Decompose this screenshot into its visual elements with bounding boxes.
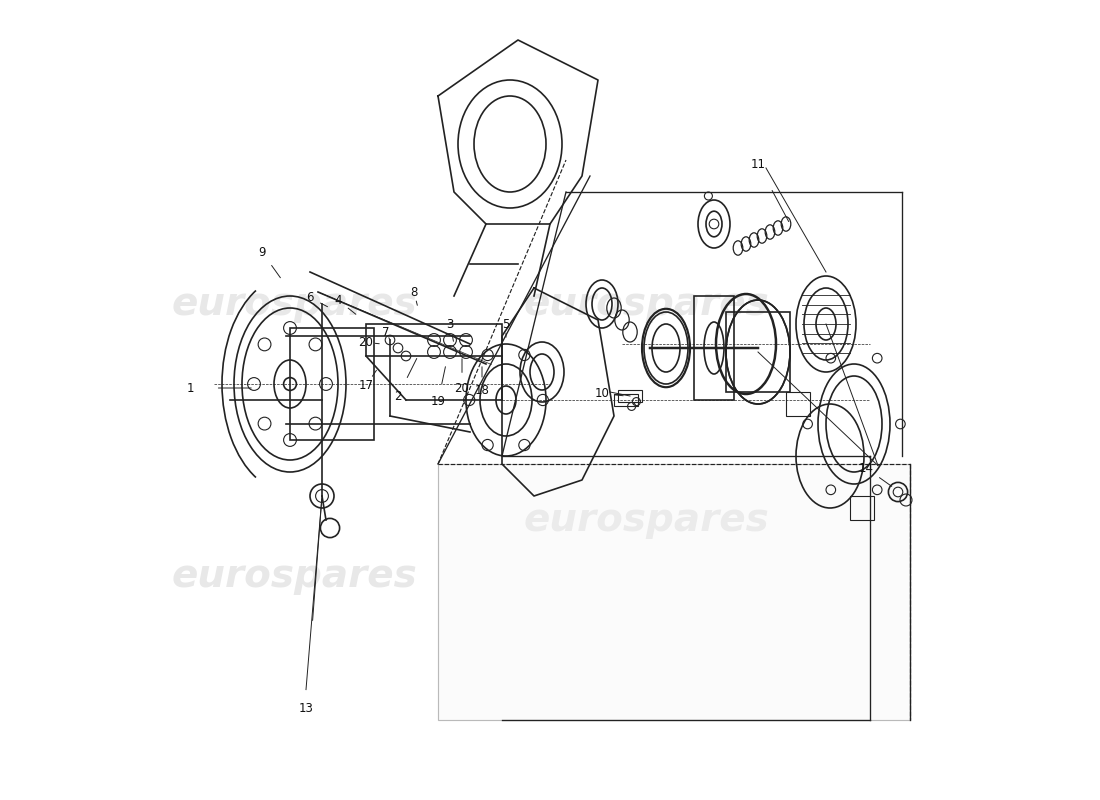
Text: 2: 2: [394, 390, 402, 402]
Polygon shape: [438, 464, 910, 720]
Text: 3: 3: [447, 318, 453, 330]
Text: 8: 8: [410, 286, 418, 298]
Text: 20: 20: [454, 382, 470, 394]
Text: 1: 1: [186, 382, 194, 394]
Text: 6: 6: [306, 291, 313, 304]
Text: 13: 13: [298, 702, 314, 714]
Text: 4: 4: [334, 294, 342, 306]
Text: eurospares: eurospares: [172, 557, 417, 595]
Text: 20: 20: [359, 336, 373, 349]
Text: 11: 11: [750, 158, 766, 170]
Text: eurospares: eurospares: [524, 501, 769, 539]
Text: 7: 7: [383, 326, 389, 338]
Text: 14: 14: [858, 462, 873, 474]
Text: 19: 19: [430, 395, 446, 408]
Text: 5: 5: [503, 318, 509, 330]
Text: eurospares: eurospares: [172, 285, 417, 323]
Text: 10: 10: [595, 387, 609, 400]
Text: 17: 17: [359, 379, 374, 392]
Text: 9: 9: [258, 246, 266, 258]
Text: eurospares: eurospares: [524, 285, 769, 323]
Text: 18: 18: [474, 384, 490, 397]
